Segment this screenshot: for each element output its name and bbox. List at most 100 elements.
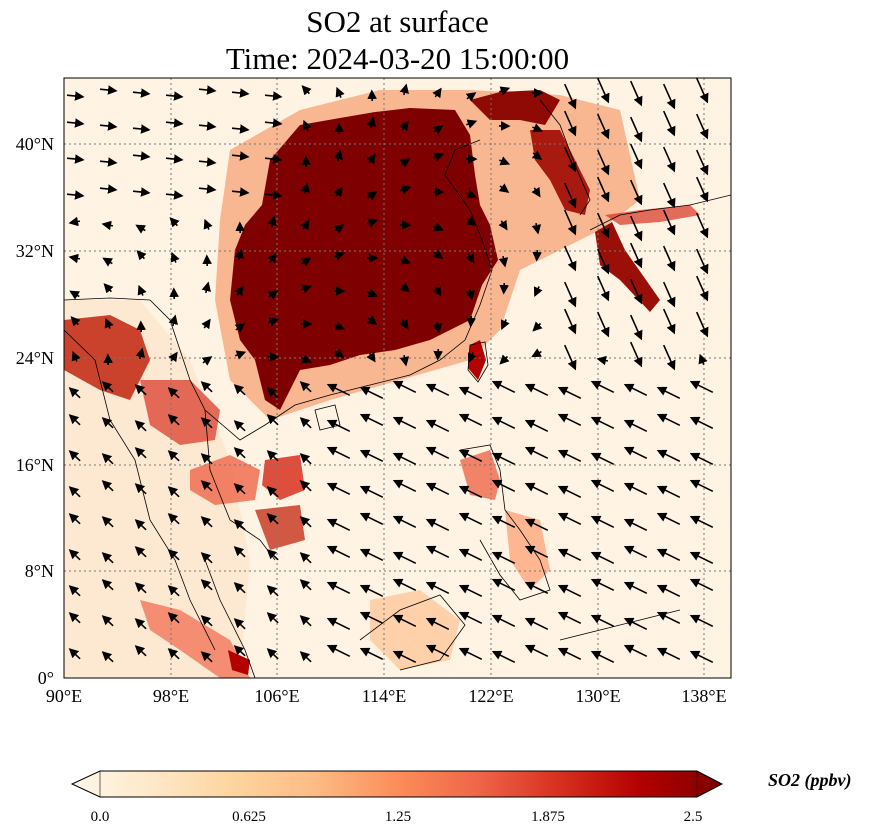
wind-arrow xyxy=(266,513,279,525)
north-plume xyxy=(470,90,560,125)
wind-arrow xyxy=(563,308,577,335)
wind-arrow xyxy=(689,380,714,394)
wind-arrow xyxy=(333,186,343,198)
wind-arrow xyxy=(399,83,409,96)
wind-arrow xyxy=(168,314,178,327)
wind-arrow xyxy=(134,519,147,531)
lat-tick-label: 24°N xyxy=(16,348,54,368)
wind-arrow xyxy=(335,86,345,98)
wind-arrow xyxy=(689,650,714,664)
wind-arrow xyxy=(233,420,246,432)
wind-arrow xyxy=(629,242,643,269)
wind-arrow xyxy=(134,645,147,657)
wind-arrow xyxy=(134,546,147,558)
wind-arrow xyxy=(499,282,509,295)
wind-arrow xyxy=(531,150,543,160)
japan-plume xyxy=(595,222,660,312)
wind-arrow xyxy=(491,515,516,529)
wind-arrow xyxy=(623,545,648,559)
wind-arrow xyxy=(425,383,450,397)
wind-arrow xyxy=(299,552,312,564)
wind-arrow xyxy=(68,612,81,624)
wind-arrow xyxy=(524,644,549,658)
wind-arrow xyxy=(629,341,643,368)
wind-arrow xyxy=(359,449,384,463)
wind-arrow xyxy=(656,647,681,661)
wind-arrow xyxy=(524,482,549,496)
wind-arrow xyxy=(596,212,610,239)
wind-arrow xyxy=(458,449,483,463)
wind-arrow xyxy=(491,416,516,430)
wind-arrow xyxy=(629,278,643,305)
wind-arrow xyxy=(299,453,312,465)
wind-arrow xyxy=(198,85,217,95)
wind-arrow xyxy=(623,518,648,532)
wind-arrow xyxy=(233,519,246,531)
wind-arrow xyxy=(629,314,643,341)
wind-arrow xyxy=(200,651,213,663)
wind-arrow xyxy=(532,249,542,262)
wind-arrow xyxy=(458,584,483,598)
wind-arrow xyxy=(557,647,582,661)
wind-arrow xyxy=(359,548,384,562)
wind-arrow xyxy=(499,156,511,166)
wind-arrow xyxy=(458,485,483,499)
wind-arrow xyxy=(557,611,582,625)
wind-arrow xyxy=(264,118,283,128)
wind-arrow xyxy=(135,224,147,234)
wind-arrow xyxy=(69,290,81,300)
wind-arrow xyxy=(167,450,180,462)
wind-arrow xyxy=(399,120,409,132)
wind-arrow xyxy=(466,315,476,328)
wind-arrow xyxy=(629,143,643,170)
wind-arrow xyxy=(623,581,648,595)
wind-arrow xyxy=(201,318,211,330)
wind-arrow xyxy=(432,321,443,334)
wind-arrow xyxy=(299,615,312,627)
wind-arrow xyxy=(392,551,417,565)
wind-arrow xyxy=(557,413,582,427)
wind-arrow xyxy=(71,350,81,362)
wind-arrow xyxy=(689,614,714,628)
wind-arrow xyxy=(68,414,81,426)
wind-arrow xyxy=(68,549,81,561)
wind-arrow xyxy=(134,582,147,594)
wind-arrow xyxy=(623,482,648,496)
wind-arrow xyxy=(165,154,184,164)
wind-arrow xyxy=(498,255,509,268)
wind-arrow xyxy=(366,153,376,165)
wind-arrow xyxy=(266,414,279,426)
wind-arrow xyxy=(425,581,450,595)
wind-arrow xyxy=(695,248,709,275)
wind-arrow xyxy=(132,151,151,161)
wind-arrow xyxy=(198,121,217,131)
map-frame xyxy=(63,77,732,679)
wind-arrow xyxy=(101,453,114,465)
wind-arrow xyxy=(466,189,478,199)
wind-arrow xyxy=(662,281,676,308)
wind-arrow xyxy=(458,413,483,427)
wind-arrow xyxy=(656,485,681,499)
wind-arrow xyxy=(167,648,180,660)
wind-arrow xyxy=(135,347,145,360)
wind-arrow xyxy=(137,284,147,296)
wind-arrow xyxy=(392,380,417,394)
wind-arrow xyxy=(590,452,615,466)
wind-arrow xyxy=(656,611,681,625)
wind-arrow xyxy=(563,146,577,173)
wind-arrow xyxy=(167,585,180,597)
wind-arrow xyxy=(302,119,312,131)
colorbar-tick-label: 0.0 xyxy=(91,809,110,825)
wind-arrow xyxy=(266,450,279,462)
colorbar-tick-label: 1.875 xyxy=(531,809,565,825)
wind-arrow xyxy=(689,578,714,592)
wind-arrow xyxy=(68,253,81,264)
wind-arrow xyxy=(104,317,114,329)
wind-arrow xyxy=(234,248,244,261)
wind-arrow xyxy=(66,190,85,200)
wind-arrow xyxy=(425,518,450,532)
wind-arrow xyxy=(70,316,81,327)
wind-arrow xyxy=(662,182,676,209)
wind-arrow xyxy=(563,281,577,308)
wind-arrow xyxy=(231,151,250,161)
